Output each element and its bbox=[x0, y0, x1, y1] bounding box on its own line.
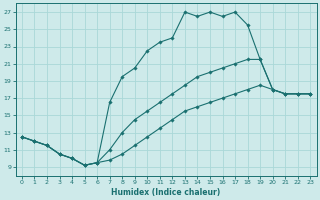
X-axis label: Humidex (Indice chaleur): Humidex (Indice chaleur) bbox=[111, 188, 221, 197]
